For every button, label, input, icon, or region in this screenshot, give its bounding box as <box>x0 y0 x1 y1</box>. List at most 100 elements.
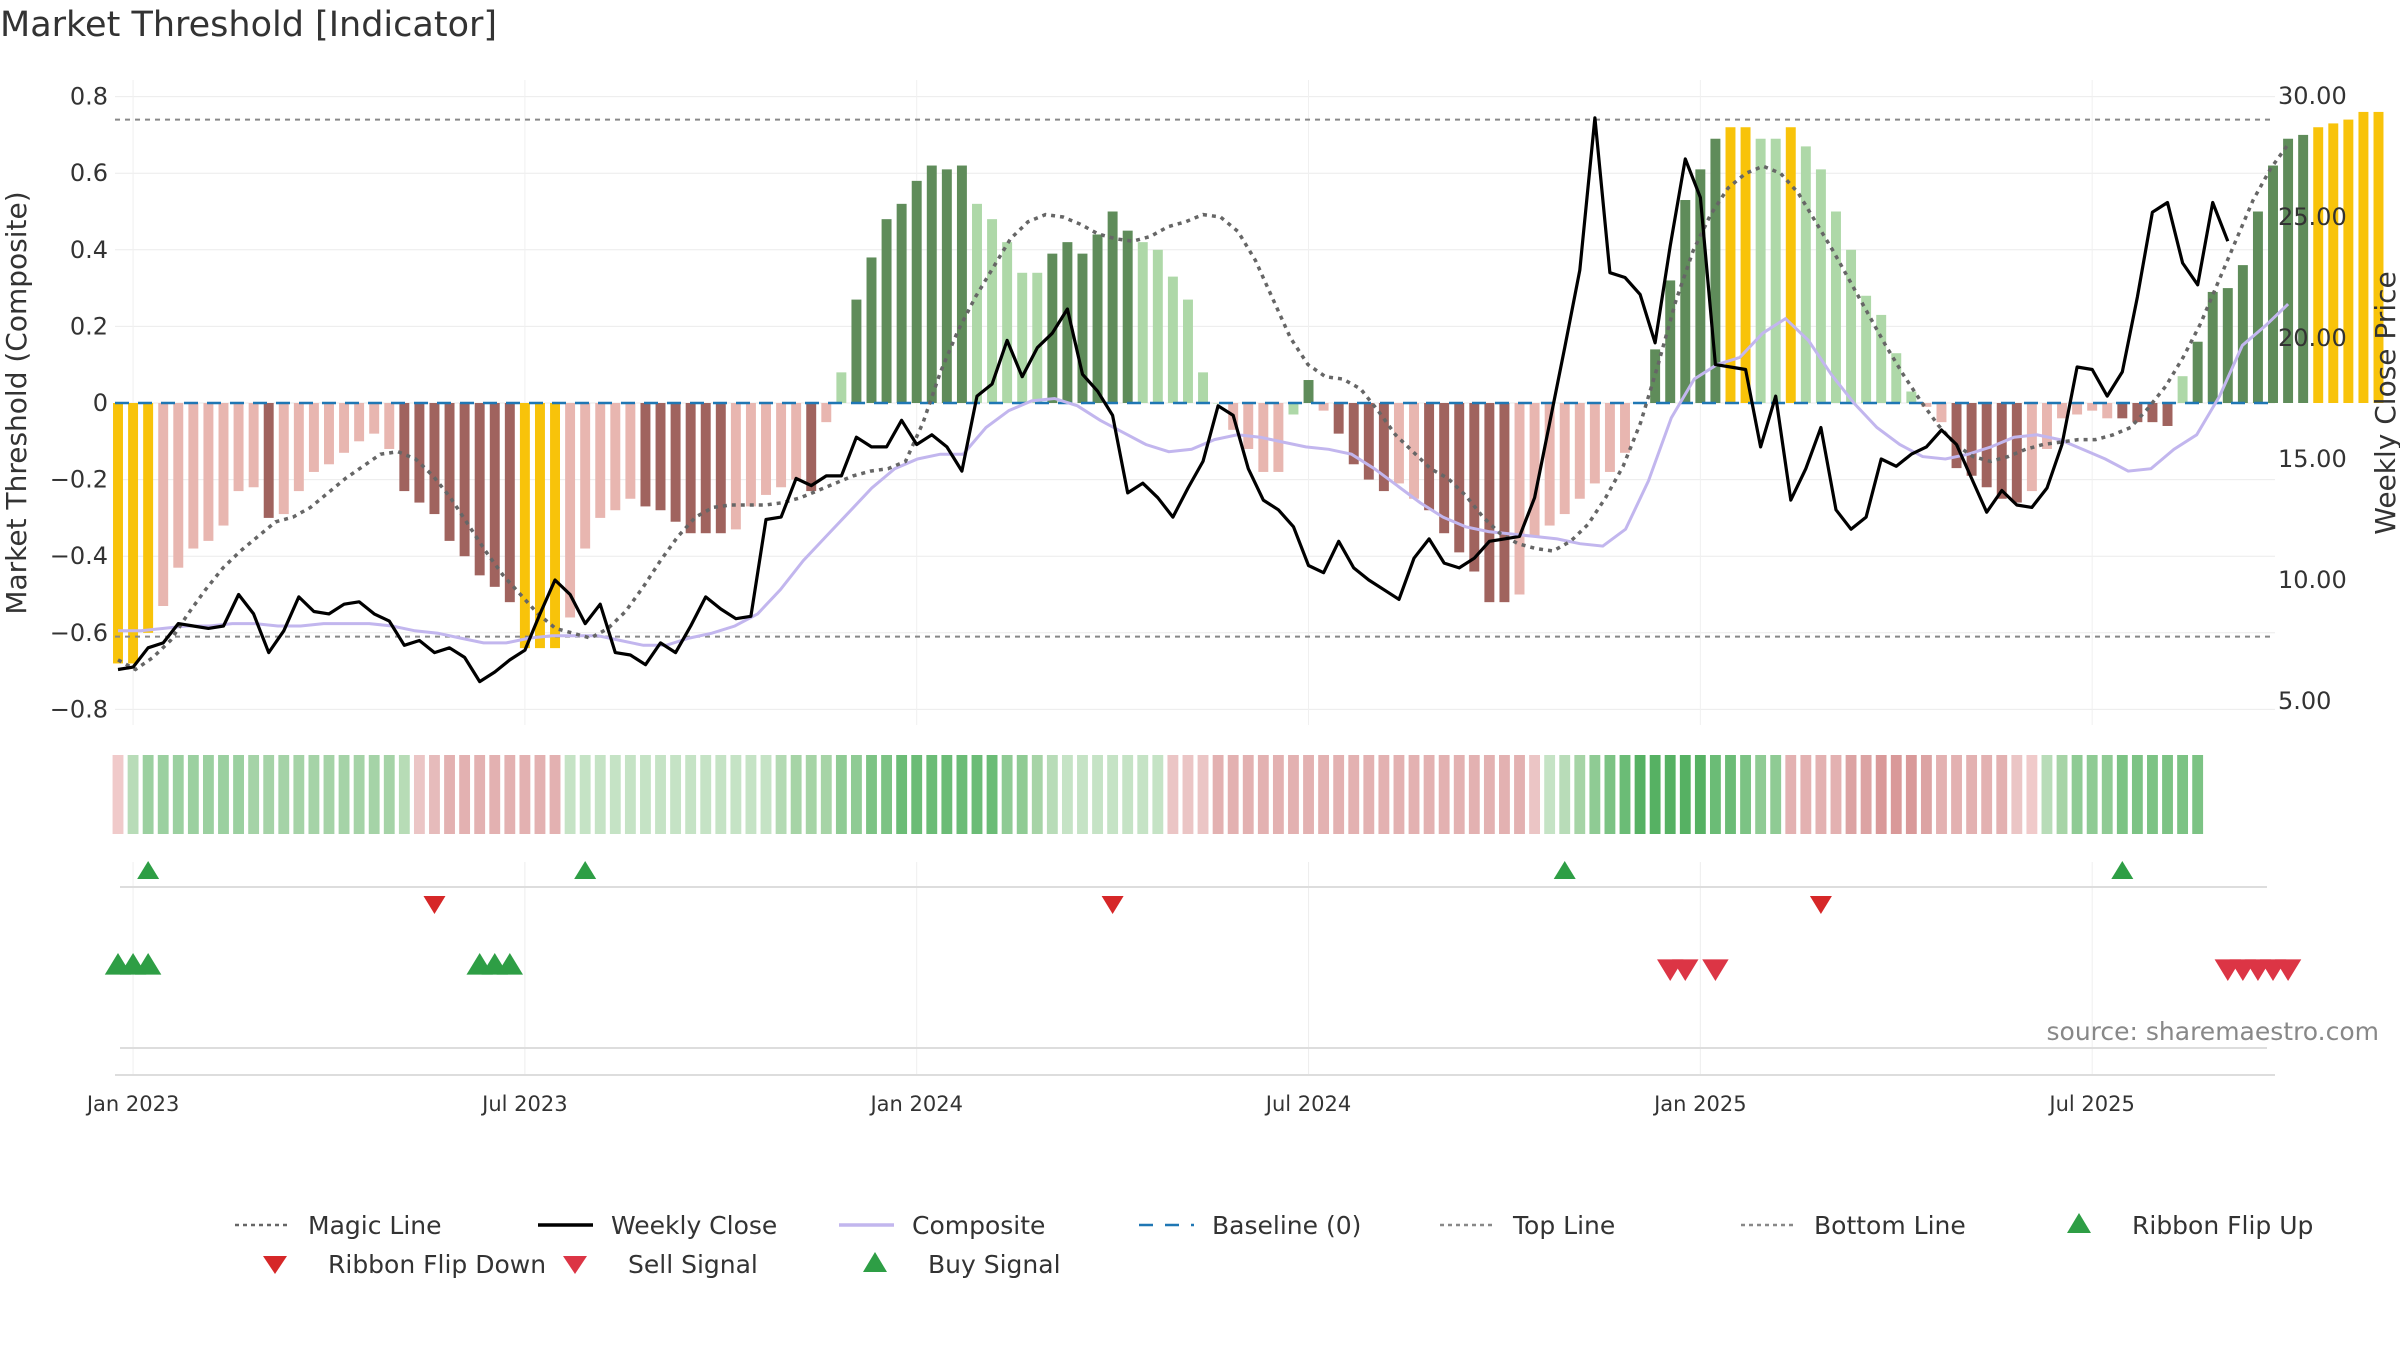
legend-label: Sell Signal <box>628 1250 758 1279</box>
ribbon-cell <box>624 755 636 834</box>
composite-bar <box>308 403 319 472</box>
composite-bar <box>2237 265 2248 403</box>
legend-item: Baseline (0) <box>1139 1211 1361 1240</box>
composite-bar <box>1062 242 1073 403</box>
composite-bar <box>1499 403 1510 603</box>
composite-bar <box>941 169 952 403</box>
ribbon-cell <box>383 755 395 834</box>
composite-bar <box>414 403 425 503</box>
composite-bar <box>956 165 967 403</box>
composite-bar <box>1966 403 1977 476</box>
composite-bar <box>1424 403 1435 511</box>
composite-bar <box>339 403 350 453</box>
ribbon-cell <box>2147 755 2158 834</box>
composite-bar <box>384 403 395 449</box>
signal-markers <box>104 861 2302 1076</box>
ribbon-cell <box>2086 755 2098 834</box>
composite-bar <box>836 372 847 403</box>
composite-bar <box>1288 403 1299 415</box>
composite-bar <box>489 403 500 587</box>
composite-bars <box>113 111 2384 664</box>
composite-bar <box>429 403 440 515</box>
composite-bar <box>926 165 937 403</box>
y2-tick-label: 10.00 <box>2278 566 2347 594</box>
ribbon-cell <box>1016 755 1028 834</box>
magic-line <box>117 143 2290 672</box>
ribbon-cell <box>1770 755 1782 834</box>
composite-bar <box>715 403 726 534</box>
composite-bar <box>565 403 576 618</box>
legend-item: Magic Line <box>235 1211 442 1240</box>
ribbon-cell <box>2056 755 2068 834</box>
ribbon-cell <box>474 755 486 834</box>
overlay-lines <box>115 116 2290 684</box>
composite-bar <box>1333 403 1344 434</box>
ribbon-cell <box>1242 755 1254 834</box>
ribbon-cell <box>1378 755 1390 834</box>
chart-title: Market Threshold [Indicator] <box>0 5 497 45</box>
ribbon-cell <box>1830 755 1842 834</box>
composite-bar <box>1589 403 1600 484</box>
composite-bar <box>354 403 365 442</box>
y-axis-label: Market Threshold (Composite) <box>0 191 33 614</box>
ribbon-cell <box>1468 755 1480 834</box>
composite-bar <box>399 403 410 492</box>
legend-item: Weekly Close <box>538 1211 777 1240</box>
composite-bar <box>745 403 756 507</box>
legend-item: Composite <box>839 1211 1045 1240</box>
composite-bar <box>1740 127 1751 404</box>
ribbon-cell <box>2041 755 2053 834</box>
legend-label: Composite <box>912 1211 1045 1240</box>
composite-bar <box>1800 146 1811 403</box>
legend-marker <box>563 1256 587 1274</box>
ribbon-cell <box>1514 755 1525 834</box>
legend-label: Buy Signal <box>928 1250 1061 1279</box>
composite-bar <box>1273 403 1284 472</box>
composite-bar <box>1650 349 1661 403</box>
composite-bar <box>987 219 998 403</box>
composite-bar <box>1243 403 1254 449</box>
composite-bar <box>1484 403 1495 603</box>
composite-bar <box>1574 403 1585 499</box>
ribbon-cell <box>881 755 892 834</box>
ribbon-cell <box>1966 755 1978 834</box>
ribbon-cell <box>1694 755 1706 834</box>
composite-bar <box>1002 242 1013 403</box>
ribbon-cell <box>1031 755 1043 834</box>
composite-bar <box>369 403 380 434</box>
ribbon-cell <box>1619 755 1631 834</box>
ribbon-cell <box>655 755 666 834</box>
ribbon-cell <box>127 755 139 834</box>
composite-bar <box>1996 403 2007 499</box>
composite-bar <box>1559 403 1570 515</box>
composite-bar <box>1604 403 1615 472</box>
y2-tick-label: 15.00 <box>2278 445 2347 473</box>
composite-bar <box>2207 291 2218 403</box>
ribbon-cell <box>1257 755 1269 834</box>
ribbon-cell <box>172 755 184 834</box>
ribbon-strip <box>112 755 2204 834</box>
composite-bar <box>128 403 139 664</box>
ribbon-cell <box>805 755 817 834</box>
ribbon-cell <box>715 755 727 834</box>
legend-label: Baseline (0) <box>1212 1211 1361 1240</box>
legend-item: Ribbon Flip Down <box>263 1250 546 1279</box>
ribbon-cell <box>1182 755 1194 834</box>
ribbon-cell <box>1905 755 1917 834</box>
grid <box>115 80 2275 1075</box>
ribbon-cell <box>1785 755 1797 834</box>
ribbon-cell <box>1996 755 2008 834</box>
ribbon-cell <box>760 755 772 834</box>
y-tick-label: −0.6 <box>50 619 108 647</box>
ribbon-cell <box>1845 755 1857 834</box>
composite-bar <box>444 403 455 541</box>
composite-bar <box>1152 249 1163 403</box>
composite-bar <box>2072 403 2083 415</box>
composite-bar <box>474 403 485 576</box>
composite-bar <box>143 403 154 633</box>
ribbon-cell <box>670 755 682 834</box>
ribbon-cell <box>1272 755 1284 834</box>
ribbon-cell <box>1936 755 1947 834</box>
ribbon-cell <box>1092 755 1103 834</box>
ribbon-cell <box>1393 755 1405 834</box>
